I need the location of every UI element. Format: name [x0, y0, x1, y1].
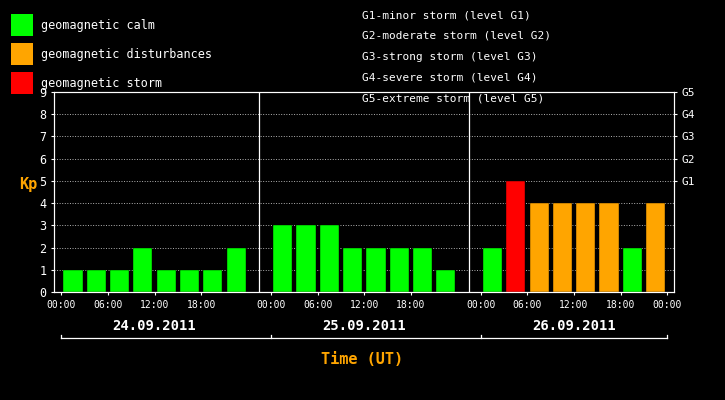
Text: G2-moderate storm (level G2): G2-moderate storm (level G2): [362, 31, 552, 41]
Bar: [529, 203, 549, 292]
Bar: [203, 270, 223, 292]
Bar: [157, 270, 175, 292]
Bar: [390, 248, 409, 292]
Bar: [600, 203, 618, 292]
Text: Time (UT): Time (UT): [321, 352, 404, 368]
Bar: [227, 248, 246, 292]
Bar: [646, 203, 665, 292]
Bar: [64, 270, 83, 292]
Text: 25.09.2011: 25.09.2011: [323, 319, 406, 333]
Bar: [366, 248, 386, 292]
Y-axis label: Kp: Kp: [20, 177, 38, 192]
Bar: [343, 248, 362, 292]
Text: G1-minor storm (level G1): G1-minor storm (level G1): [362, 10, 531, 20]
Bar: [297, 225, 315, 292]
Bar: [576, 203, 595, 292]
Bar: [506, 181, 526, 292]
Bar: [553, 203, 572, 292]
Bar: [87, 270, 106, 292]
Text: 26.09.2011: 26.09.2011: [532, 319, 616, 333]
Bar: [483, 248, 502, 292]
Text: G5-extreme storm (level G5): G5-extreme storm (level G5): [362, 93, 544, 103]
Text: G3-strong storm (level G3): G3-strong storm (level G3): [362, 52, 538, 62]
Bar: [436, 270, 455, 292]
Text: geomagnetic disturbances: geomagnetic disturbances: [41, 48, 212, 61]
Text: 24.09.2011: 24.09.2011: [112, 319, 196, 333]
Bar: [180, 270, 199, 292]
Bar: [273, 225, 292, 292]
Bar: [320, 225, 339, 292]
Text: geomagnetic calm: geomagnetic calm: [41, 18, 155, 32]
Text: geomagnetic storm: geomagnetic storm: [41, 77, 162, 90]
Text: G4-severe storm (level G4): G4-severe storm (level G4): [362, 72, 538, 82]
Bar: [413, 248, 432, 292]
Bar: [110, 270, 129, 292]
Bar: [133, 248, 152, 292]
Bar: [623, 248, 642, 292]
